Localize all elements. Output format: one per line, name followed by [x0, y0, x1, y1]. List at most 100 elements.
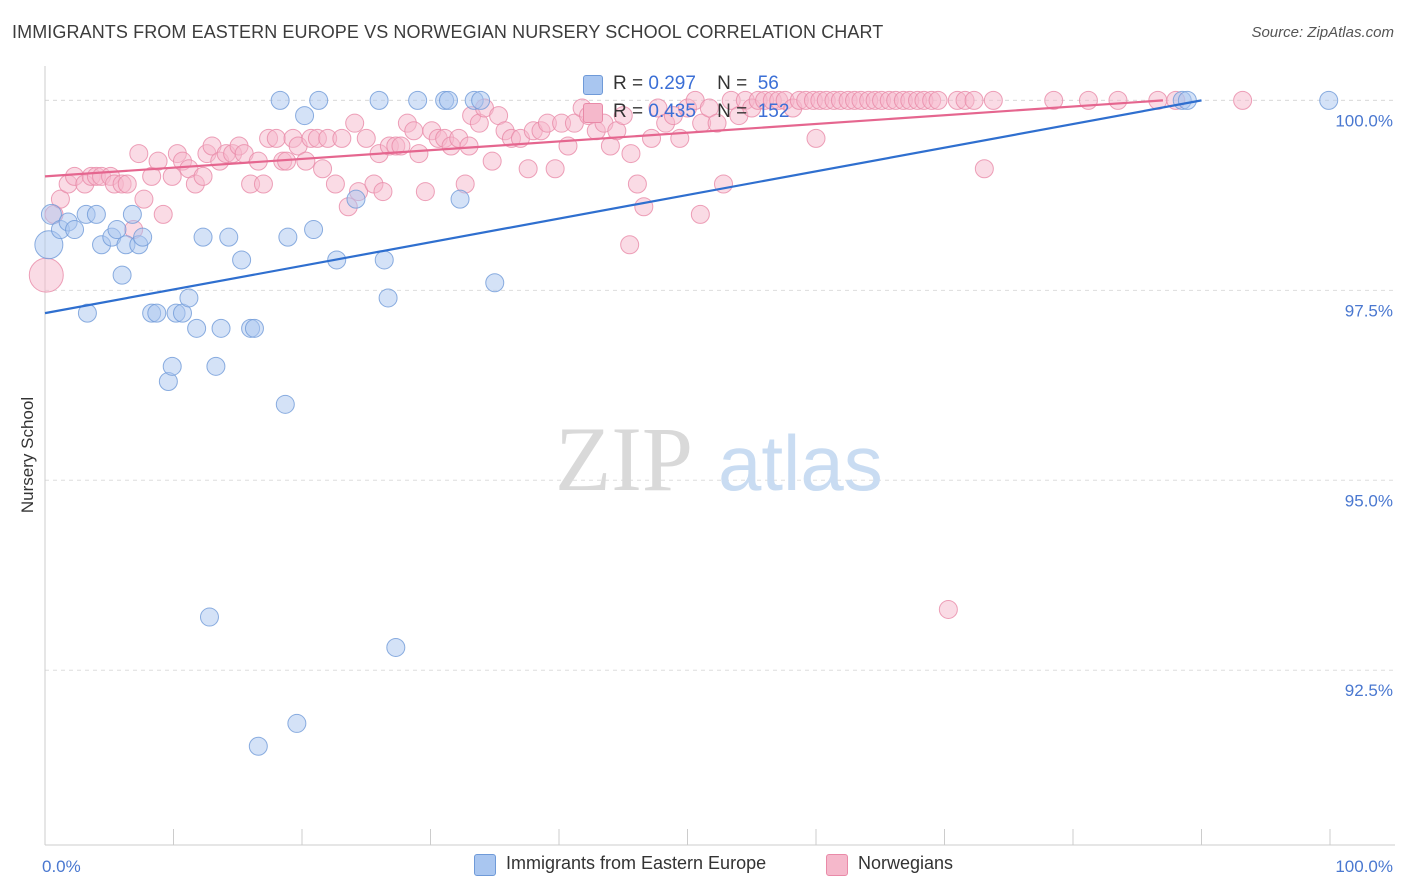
eastern-europe-point — [147, 303, 167, 323]
norwegians-point — [1233, 90, 1253, 110]
chart-title: IMMIGRANTS FROM EASTERN EUROPE VS NORWEG… — [12, 22, 884, 42]
n-label: N = — [717, 73, 748, 94]
norwegians-point — [928, 90, 948, 110]
norwegians-point — [938, 599, 958, 619]
norwegians-point — [162, 166, 182, 186]
r-label: R = — [613, 101, 644, 122]
norwegians-point — [1044, 90, 1064, 110]
eastern-europe-point — [270, 90, 290, 110]
eastern-europe-point — [386, 637, 406, 657]
legend-label: Immigrants from Eastern Europe — [506, 853, 767, 873]
y-tick-label: 92.5% — [1345, 681, 1393, 700]
axes — [44, 66, 1395, 846]
n-value: 152 — [757, 101, 790, 122]
norwegians-point — [459, 136, 479, 156]
eastern-europe-point — [408, 90, 428, 110]
norwegians-point — [1108, 90, 1128, 110]
norwegians-point — [620, 235, 640, 255]
norwegians-point — [648, 98, 668, 118]
pink-swatch — [583, 103, 603, 123]
norwegians-point — [313, 159, 333, 179]
r-value: 0.297 — [648, 73, 696, 94]
eastern-europe-point — [471, 90, 491, 110]
norwegians-point — [391, 136, 411, 156]
eastern-europe-point — [86, 204, 106, 224]
tick-labels: 100.0% 97.5% 95.0% 92.5% 0.0% 100.0% — [42, 111, 1393, 876]
norwegians-point — [404, 121, 424, 141]
norwegians-point — [296, 151, 316, 171]
norwegians-point — [545, 159, 565, 179]
eastern-europe-point — [278, 227, 298, 247]
norwegians-point — [266, 128, 286, 148]
eastern-europe-point — [206, 356, 226, 376]
norwegians-point — [253, 174, 273, 194]
eastern-europe-point — [450, 189, 470, 209]
stats-legend: R = 0.297 N = 56 R = 0.435 N = 152 — [555, 68, 820, 128]
eastern-europe-point — [295, 106, 315, 126]
eastern-europe-point — [133, 227, 153, 247]
eastern-europe-point — [232, 250, 252, 270]
eastern-europe-points — [34, 90, 1339, 756]
eastern-europe-point — [211, 318, 231, 338]
legend-label: Norwegians — [858, 853, 954, 873]
eastern-europe-point — [179, 288, 199, 308]
norwegians-point — [642, 128, 662, 148]
watermark-zip: ZIP — [555, 408, 693, 510]
norwegians-point — [699, 98, 719, 118]
watermark-atlas: atlas — [718, 419, 883, 507]
x-tick-label: 0.0% — [42, 857, 81, 876]
norwegians-point — [518, 159, 538, 179]
norwegians-point — [153, 204, 173, 224]
blue-swatch — [583, 75, 603, 95]
norwegians-points — [28, 90, 1253, 619]
series-legend: Immigrants from Eastern Europe Norwegian… — [0, 852, 1406, 878]
trend-lines — [44, 99, 1202, 315]
norwegians-point — [373, 182, 393, 202]
norwegians-point — [627, 174, 647, 194]
y-tick-label: 100.0% — [1335, 111, 1393, 130]
norwegians-point — [325, 174, 345, 194]
eastern-europe-point — [309, 90, 329, 110]
eastern-europe-point — [77, 303, 97, 323]
eastern-europe-point — [40, 203, 62, 225]
norwegians-point — [345, 113, 365, 133]
norwegians-point — [983, 90, 1003, 110]
blue-swatch — [474, 854, 496, 876]
eastern-europe-point — [1177, 90, 1197, 110]
norwegians-point — [806, 128, 826, 148]
norwegians-point — [50, 189, 70, 209]
norwegians-point — [974, 159, 994, 179]
norwegians-point — [117, 174, 137, 194]
norwegians-point — [482, 151, 502, 171]
norwegians-point — [621, 144, 641, 164]
norwegians-point — [148, 151, 168, 171]
eastern-europe-point — [112, 265, 132, 285]
source-label: Source: ZipAtlas.com — [1251, 24, 1394, 41]
y-tick-label: 97.5% — [1345, 301, 1393, 320]
norwegians-point — [409, 144, 429, 164]
norwegians-point — [964, 90, 984, 110]
norwegians-point — [28, 257, 64, 293]
eastern-europe-point — [244, 318, 264, 338]
eastern-europe-point — [1319, 90, 1339, 110]
eastern-europe-point — [374, 250, 394, 270]
eastern-europe-point — [304, 220, 324, 240]
norwegians-point — [690, 204, 710, 224]
norwegians-point — [707, 113, 727, 133]
n-label: N = — [717, 101, 748, 122]
norwegians-point — [613, 106, 633, 126]
eastern-europe-point — [107, 220, 127, 240]
norwegians-point — [332, 128, 352, 148]
eastern-europe-point — [187, 318, 207, 338]
norwegians-point — [129, 144, 149, 164]
x-tick-label: 100.0% — [1335, 857, 1393, 876]
norwegians-point — [634, 197, 654, 217]
eastern-europe-point — [219, 227, 239, 247]
r-value: 0.435 — [648, 101, 696, 122]
norwegians-point — [415, 182, 435, 202]
eastern-europe-point — [65, 220, 85, 240]
eastern-europe-point — [378, 288, 398, 308]
eastern-europe-point — [346, 189, 366, 209]
norwegians-point — [193, 166, 213, 186]
